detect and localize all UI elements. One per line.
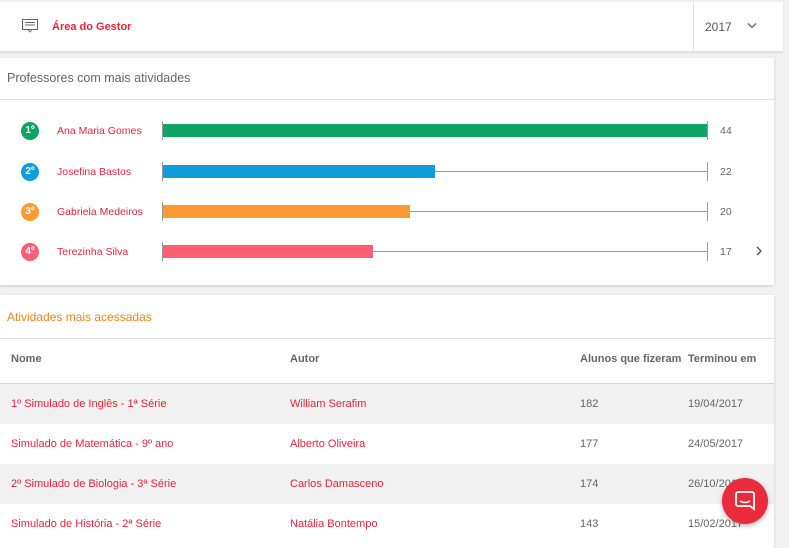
activity-bar <box>163 165 435 178</box>
teacher-name[interactable]: Terezinha Silva <box>57 246 129 258</box>
ranking-row[interactable]: 4º Terezinha Silva 17 <box>0 241 774 263</box>
bar-track-start <box>162 202 163 221</box>
table-header-divider <box>0 383 774 384</box>
activity-bar <box>163 245 373 258</box>
table-row[interactable]: 2º Simulado de Biologia - 3ª Série Carlos… <box>0 464 774 504</box>
students-count: 177 <box>580 438 599 450</box>
activity-count: 20 <box>720 206 732 218</box>
bar-track-end <box>707 242 708 261</box>
table-row[interactable]: Simulado de Matemática - 9º ano Alberto O… <box>0 424 774 464</box>
page-title: Área do Gestor <box>52 21 132 33</box>
bar-track-start <box>162 242 163 261</box>
column-header-alunos[interactable]: Alunos que fizeram <box>580 353 682 365</box>
table-row[interactable]: Simulado de História - 2ª Série Natália B… <box>0 504 774 544</box>
top-activities-card: Atividades mais acessadas Nome Autor Alu… <box>0 295 774 548</box>
column-header-autor[interactable]: Autor <box>290 353 320 365</box>
rank-badge: 1º <box>21 122 39 140</box>
activity-name[interactable]: Simulado de Matemática - 9º ano <box>11 438 174 450</box>
card-divider <box>0 99 774 100</box>
activity-count: 17 <box>720 246 732 258</box>
activity-bar <box>163 124 707 137</box>
column-header-nome[interactable]: Nome <box>11 353 42 365</box>
activity-name[interactable]: 1º Simulado de Inglês - 1ª Série <box>11 398 167 410</box>
top-teachers-title: Professores com mais atividades <box>7 71 191 85</box>
activity-bar <box>163 205 410 218</box>
students-count: 174 <box>580 478 599 490</box>
header-divider <box>693 2 694 52</box>
top-bar: Área do Gestor 2017 <box>0 2 783 52</box>
activity-name[interactable]: 2º Simulado de Biologia - 3ª Série <box>11 478 177 490</box>
chat-bubble-icon <box>735 491 755 511</box>
bar-track <box>162 211 708 212</box>
year-select-value[interactable]: 2017 <box>705 20 732 34</box>
teacher-name[interactable]: Ana Maria Gomes <box>57 125 142 137</box>
chat-button[interactable] <box>722 478 768 524</box>
activity-count: 22 <box>720 166 732 178</box>
table-row[interactable]: 1º Simulado de Inglês - 1ª Série William … <box>0 384 774 424</box>
rank-badge: 4º <box>21 243 39 261</box>
students-count: 182 <box>580 398 599 410</box>
bar-track-start <box>162 121 163 140</box>
students-count: 143 <box>580 518 599 530</box>
teacher-name[interactable]: Josefina Bastos <box>57 166 132 178</box>
activity-author[interactable]: Carlos Damasceno <box>290 478 384 490</box>
bar-track <box>162 171 708 172</box>
chevron-right-icon[interactable] <box>755 246 763 256</box>
activity-author[interactable]: William Serafim <box>290 398 367 410</box>
column-header-terminou[interactable]: Terminou em <box>688 353 757 365</box>
finished-date: 15/02/2017 <box>688 518 744 530</box>
bar-track-end <box>707 121 708 140</box>
ranking-row[interactable]: 2º Josefina Bastos 22 <box>0 161 774 183</box>
top-activities-title: Atividades mais acessadas <box>7 310 152 324</box>
rank-badge: 3º <box>21 203 39 221</box>
message-square-icon <box>22 19 38 33</box>
activity-name[interactable]: Simulado de História - 2ª Série <box>11 518 162 530</box>
activity-author[interactable]: Natália Bontempo <box>290 518 378 530</box>
activity-author[interactable]: Alberto Oliveira <box>290 438 366 450</box>
activity-count: 44 <box>720 125 732 137</box>
bar-track-start <box>162 162 163 181</box>
bar-track-end <box>707 202 708 221</box>
finished-date: 19/04/2017 <box>688 398 744 410</box>
bar-track-end <box>707 162 708 181</box>
chevron-down-icon[interactable] <box>747 22 757 30</box>
ranking-row[interactable]: 3º Gabriela Medeiros 20 <box>0 201 774 223</box>
teacher-name[interactable]: Gabriela Medeiros <box>57 206 143 218</box>
finished-date: 24/05/2017 <box>688 438 744 450</box>
bar-track <box>162 251 708 252</box>
top-teachers-card: Professores com mais atividades 1º Ana Ma… <box>0 58 774 285</box>
rank-badge: 2º <box>21 163 39 181</box>
ranking-row[interactable]: 1º Ana Maria Gomes 44 <box>0 120 774 142</box>
card-divider <box>0 338 774 339</box>
